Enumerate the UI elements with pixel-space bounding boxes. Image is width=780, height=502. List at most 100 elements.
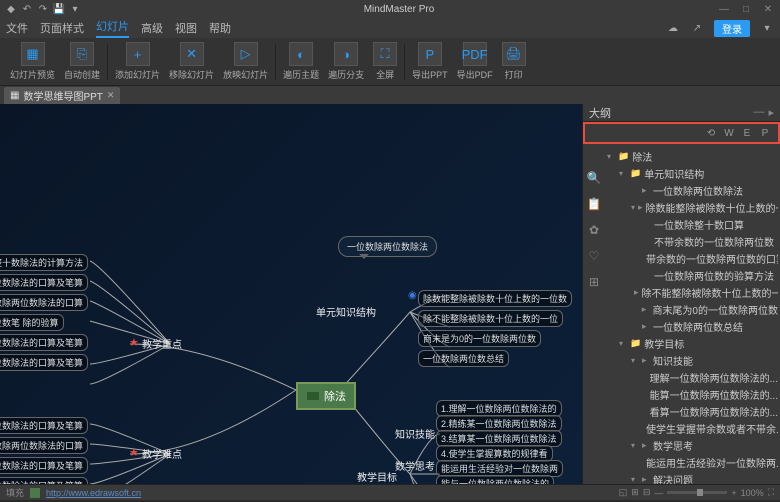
menu-file[interactable]: 文件 <box>6 20 28 36</box>
status-icon[interactable]: 100% <box>741 488 764 498</box>
chevron-icon[interactable]: ▾ <box>619 339 627 348</box>
outline-item[interactable]: ▸一位数除两位数除法 <box>607 182 778 199</box>
mindmap-node[interactable]: 除两位数除法的口算及笔算 <box>0 477 88 484</box>
outline-item[interactable]: 带余数的一位数除两位数的口算 <box>607 250 778 267</box>
menu-help[interactable]: 帮助 <box>209 20 231 36</box>
mindmap-node[interactable]: 除两位数除法的口算及笔算 <box>0 354 88 371</box>
hub-bot-left[interactable]: 教学难点 <box>142 446 182 461</box>
outline-item[interactable]: 一位数除整十数口算 <box>607 216 778 233</box>
chevron-icon[interactable]: ▾ <box>631 475 639 484</box>
mindmap-node[interactable]: 商末是为0的一位数除两位数 <box>418 330 541 347</box>
mindmap-node[interactable]: 除两位数除法的口算及笔算 <box>0 334 88 351</box>
menu-page-style[interactable]: 页面样式 <box>40 20 84 36</box>
login-button[interactable]: 登录 <box>714 20 750 37</box>
mindmap-node[interactable]: 一位数除两位数除法的口算 <box>0 294 88 311</box>
ribbon-幻灯片预览[interactable]: ▦幻灯片预览 <box>6 40 59 83</box>
side-icon[interactable]: ♡ <box>586 248 602 264</box>
hub-bot-right[interactable]: 教学目标 <box>357 469 397 484</box>
outline-item[interactable]: ▸一位数除两位数总结 <box>607 318 778 335</box>
outline-item[interactable]: ▾▸知识技能 <box>607 352 778 369</box>
sub-hub[interactable]: 数学思考 <box>395 458 435 473</box>
status-icon[interactable]: ⊟ <box>643 487 651 498</box>
panel-min-icon[interactable]: — <box>753 106 764 119</box>
ribbon-添加幻灯片[interactable]: +添加幻灯片 <box>111 40 164 83</box>
menu-view[interactable]: 视图 <box>175 20 197 36</box>
outline-item[interactable]: 能算一位数除两位数除法的... <box>607 386 778 403</box>
outline-item[interactable]: 能运用生活经验对一位数除两... <box>607 454 778 471</box>
ribbon-自动创建[interactable]: ⎘自动创建 <box>60 40 104 83</box>
ribbon-全屏[interactable]: ⛶全屏 <box>369 40 401 83</box>
outline-item[interactable]: 理解一位数除两位数除法的... <box>607 369 778 386</box>
outline-item[interactable]: 一位数除两位数的验算方法 <box>607 267 778 284</box>
ribbon-放映幻灯片[interactable]: ▷放映幻灯片 <box>219 40 272 83</box>
zoom-slider[interactable] <box>667 491 727 494</box>
status-icon[interactable]: ⛶ <box>768 487 774 498</box>
maximize-button[interactable]: □ <box>738 2 754 16</box>
outline-item[interactable]: ▾📁教学目标 <box>607 335 778 352</box>
chevron-icon[interactable]: ▾ <box>631 203 635 212</box>
outline-item[interactable]: ▾📁单元知识结构 <box>607 165 778 182</box>
outline-item[interactable]: ▾▸除数能整除被除数十位上数的一位... <box>607 199 778 216</box>
ribbon-导出PDF[interactable]: PDF导出PDF <box>453 40 497 83</box>
mindmap-node[interactable]: 除两位数笔 除的验算 <box>0 314 64 331</box>
side-icon[interactable]: 🔍 <box>586 170 602 186</box>
outline-tree[interactable]: 🔍📋✿♡⊞ ▾📁除法▾📁单元知识结构▸一位数除两位数除法▾▸除数能整除被除数十位… <box>583 144 780 484</box>
save-icon[interactable]: 💾 <box>52 2 66 16</box>
panel-tool-P[interactable]: P <box>758 126 772 140</box>
status-link[interactable]: http://www.edrawsoft.cn <box>46 488 141 498</box>
ribbon-遍历分支[interactable]: ◑遍历分支 <box>324 40 368 83</box>
mindmap-node[interactable]: 一位数除两位数总结 <box>418 350 509 367</box>
status-icon[interactable]: ◱ <box>619 487 628 498</box>
hub-top-left[interactable]: 教学重点 <box>142 336 182 351</box>
mindmap-node[interactable]: 除两位数除法的口算及笔算 <box>0 274 88 291</box>
sub-hub[interactable]: 知识技能 <box>395 426 435 441</box>
callout-box[interactable]: 一位数除两位数除法 <box>338 236 437 257</box>
document-tab[interactable]: ▦ 数学思维导图PPT ✕ <box>4 87 120 104</box>
mindmap-node[interactable]: 一位数除两位数除法的口算 <box>0 437 88 454</box>
chevron-icon[interactable]: ▾ <box>607 152 615 161</box>
status-icon[interactable]: + <box>731 488 736 498</box>
menu-advanced[interactable]: 高级 <box>141 20 163 36</box>
undo-icon[interactable]: ↶ <box>20 2 34 16</box>
outline-item[interactable]: ▾▸解决问题 <box>607 471 778 484</box>
ribbon-移除幻灯片[interactable]: ✕移除幻灯片 <box>165 40 218 83</box>
chevron-icon[interactable]: ▾ <box>631 356 639 365</box>
mindmap-node[interactable]: 能与一位数除两位数除法的 <box>436 475 554 484</box>
menu-slides[interactable]: 幻灯片 <box>96 18 129 38</box>
outline-item[interactable]: 看算一位数除两位数除法的... <box>607 403 778 420</box>
tab-close-icon[interactable]: ✕ <box>107 90 115 101</box>
status-icon[interactable]: ⊞ <box>631 487 639 498</box>
mindmap-node[interactable]: 除数能整除被除数十位上数的一位数 <box>418 290 572 307</box>
mindmap-canvas[interactable]: 除法 一位数除两位数除法 ★ 教学重点 ★ 教学难点 ◉ 单元知识结构 教学目标… <box>0 104 582 484</box>
panel-tool-⟲[interactable]: ⟲ <box>704 126 718 140</box>
side-icon[interactable]: 📋 <box>586 196 602 212</box>
outline-item[interactable]: ▾▸数学思考 <box>607 437 778 454</box>
chevron-icon[interactable]: ▾ <box>631 441 639 450</box>
mindmap-node[interactable]: 除两位数除法的口算及笔算 <box>0 417 88 434</box>
settings-caret-icon[interactable]: ▾ <box>760 21 774 35</box>
outline-item[interactable]: ▸商末尾为0的一位数除两位数 <box>607 301 778 318</box>
share-icon[interactable]: ↗ <box>690 21 704 35</box>
side-icon[interactable]: ⊞ <box>586 274 602 290</box>
menu-caret-icon[interactable]: ▾ <box>68 2 82 16</box>
mindmap-node[interactable]: 除两位数除法的口算及笔算 <box>0 457 88 474</box>
panel-close-icon[interactable]: ▸ <box>768 106 774 119</box>
outline-item[interactable]: 使学生掌握带余数或者不带余... <box>607 420 778 437</box>
outline-item[interactable]: 不带余数的一位数除两位数 <box>607 233 778 250</box>
hub-top-right[interactable]: 单元知识结构 <box>316 304 376 319</box>
redo-icon[interactable]: ↷ <box>36 2 50 16</box>
status-icon[interactable]: — <box>654 488 663 498</box>
outline-item[interactable]: ▸除不能整除被除数十位上数的一... <box>607 284 778 301</box>
minimize-button[interactable]: — <box>716 2 732 16</box>
fill-color-swatch[interactable] <box>30 488 40 498</box>
ribbon-导出PPT[interactable]: P导出PPT <box>408 40 452 83</box>
ribbon-遍历主题[interactable]: ◐遍历主题 <box>279 40 323 83</box>
mindmap-node[interactable]: 数除整十数除法的计算方法 <box>0 254 88 271</box>
mindmap-node[interactable]: 除不能整除被除数十位上数的一位 <box>418 310 563 327</box>
ribbon-打印[interactable]: 🖨打印 <box>498 40 530 83</box>
close-button[interactable]: ✕ <box>760 2 776 16</box>
panel-tool-E[interactable]: E <box>740 126 754 140</box>
center-node[interactable]: 除法 <box>296 382 356 410</box>
outline-item[interactable]: ▾📁除法 <box>607 148 778 165</box>
cloud-icon[interactable]: ☁ <box>666 21 680 35</box>
